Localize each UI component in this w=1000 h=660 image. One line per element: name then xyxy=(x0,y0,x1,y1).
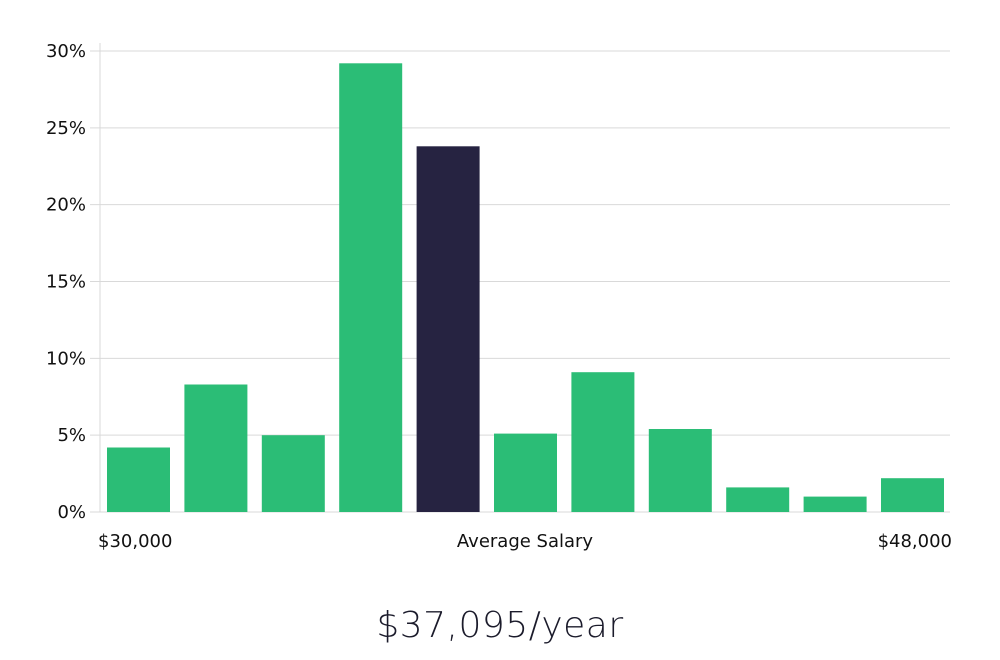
average-salary-value: $37,095/year xyxy=(376,605,624,646)
y-tick-label: 0% xyxy=(57,502,86,523)
y-tick-label: 25% xyxy=(46,118,86,139)
x-min-label: $30,000 xyxy=(98,531,172,552)
bar xyxy=(184,384,248,512)
bar xyxy=(803,496,867,512)
bar xyxy=(339,63,403,513)
bar xyxy=(726,487,790,512)
y-axis-labels: 0% 5% 10% 15% 20% 25% 30% xyxy=(46,41,86,523)
bars xyxy=(107,63,944,513)
y-tick-label: 20% xyxy=(46,195,86,216)
bar xyxy=(881,478,944,512)
y-tick-label: 10% xyxy=(46,348,86,369)
bar xyxy=(107,447,170,512)
y-tick-label: 30% xyxy=(46,41,86,62)
x-center-label: Average Salary xyxy=(457,531,594,552)
bar xyxy=(648,429,712,512)
x-max-label: $48,000 xyxy=(878,531,952,552)
y-tick-label: 5% xyxy=(57,425,86,446)
bar xyxy=(261,435,325,512)
salary-histogram: 0% 5% 10% 15% 20% 25% 30% $30,000 Average Sala… xyxy=(46,41,952,552)
bar-highlight xyxy=(416,146,480,513)
bar xyxy=(494,433,557,512)
y-tick-label: 15% xyxy=(46,272,86,293)
bar xyxy=(571,372,635,512)
